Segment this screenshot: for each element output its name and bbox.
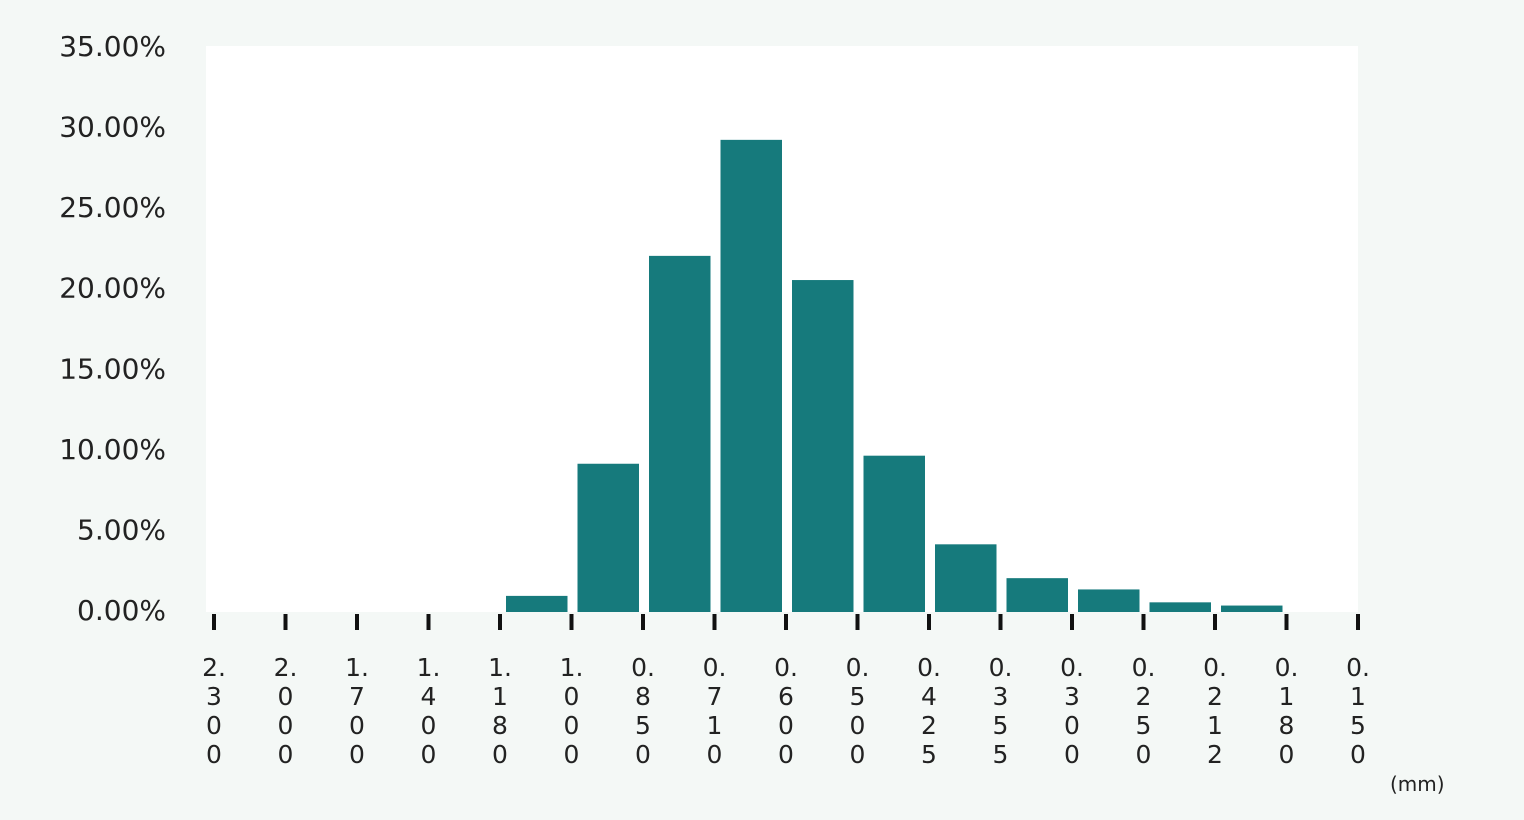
y-tick-label: 20.00% — [59, 272, 166, 305]
x-tick-label: 0.425 — [917, 653, 941, 769]
y-tick-label: 15.00% — [59, 352, 166, 385]
x-tick-label: 0.500 — [845, 653, 870, 769]
x-unit: (mm) — [1390, 772, 1445, 796]
x-tick-label: 0.850 — [631, 653, 655, 769]
x-tick-label: 2.000 — [273, 653, 298, 769]
x-tick-label: 0.180 — [1274, 653, 1299, 769]
bar — [649, 255, 711, 613]
x-tick-label: 0.355 — [988, 653, 1013, 769]
bar — [506, 595, 568, 612]
y-tick-label: 35.00% — [59, 30, 166, 63]
y-tick-label: 5.00% — [77, 513, 166, 546]
bar — [863, 455, 925, 612]
x-tick-label: 1.000 — [559, 653, 584, 769]
bar — [577, 463, 639, 612]
x-tick-label: 1.400 — [416, 653, 441, 769]
x-tick-label: 2.300 — [202, 653, 226, 769]
x-tick-label: 0.710 — [702, 653, 727, 769]
y-tick-label: 0.00% — [77, 594, 166, 627]
y-tick-label: 10.00% — [59, 433, 166, 466]
x-tick-label: 0.250 — [1131, 653, 1156, 769]
x-tick-label: 0.300 — [1060, 653, 1084, 769]
bar — [792, 280, 854, 612]
bar — [1221, 605, 1283, 612]
bar — [1149, 602, 1211, 612]
y-tick-label: 30.00% — [59, 111, 166, 144]
bar — [935, 544, 997, 612]
y-tick-label: 25.00% — [59, 191, 166, 224]
x-tick-label: 0.150 — [1346, 653, 1370, 769]
bar — [1006, 578, 1068, 612]
x-tick-label: 1.700 — [345, 653, 369, 769]
x-tick-label: 0.600 — [774, 653, 798, 769]
x-tick-label: 1.180 — [488, 653, 512, 769]
bar — [720, 139, 782, 612]
x-tick-label: 0.212 — [1203, 653, 1227, 769]
bar — [1078, 589, 1140, 612]
